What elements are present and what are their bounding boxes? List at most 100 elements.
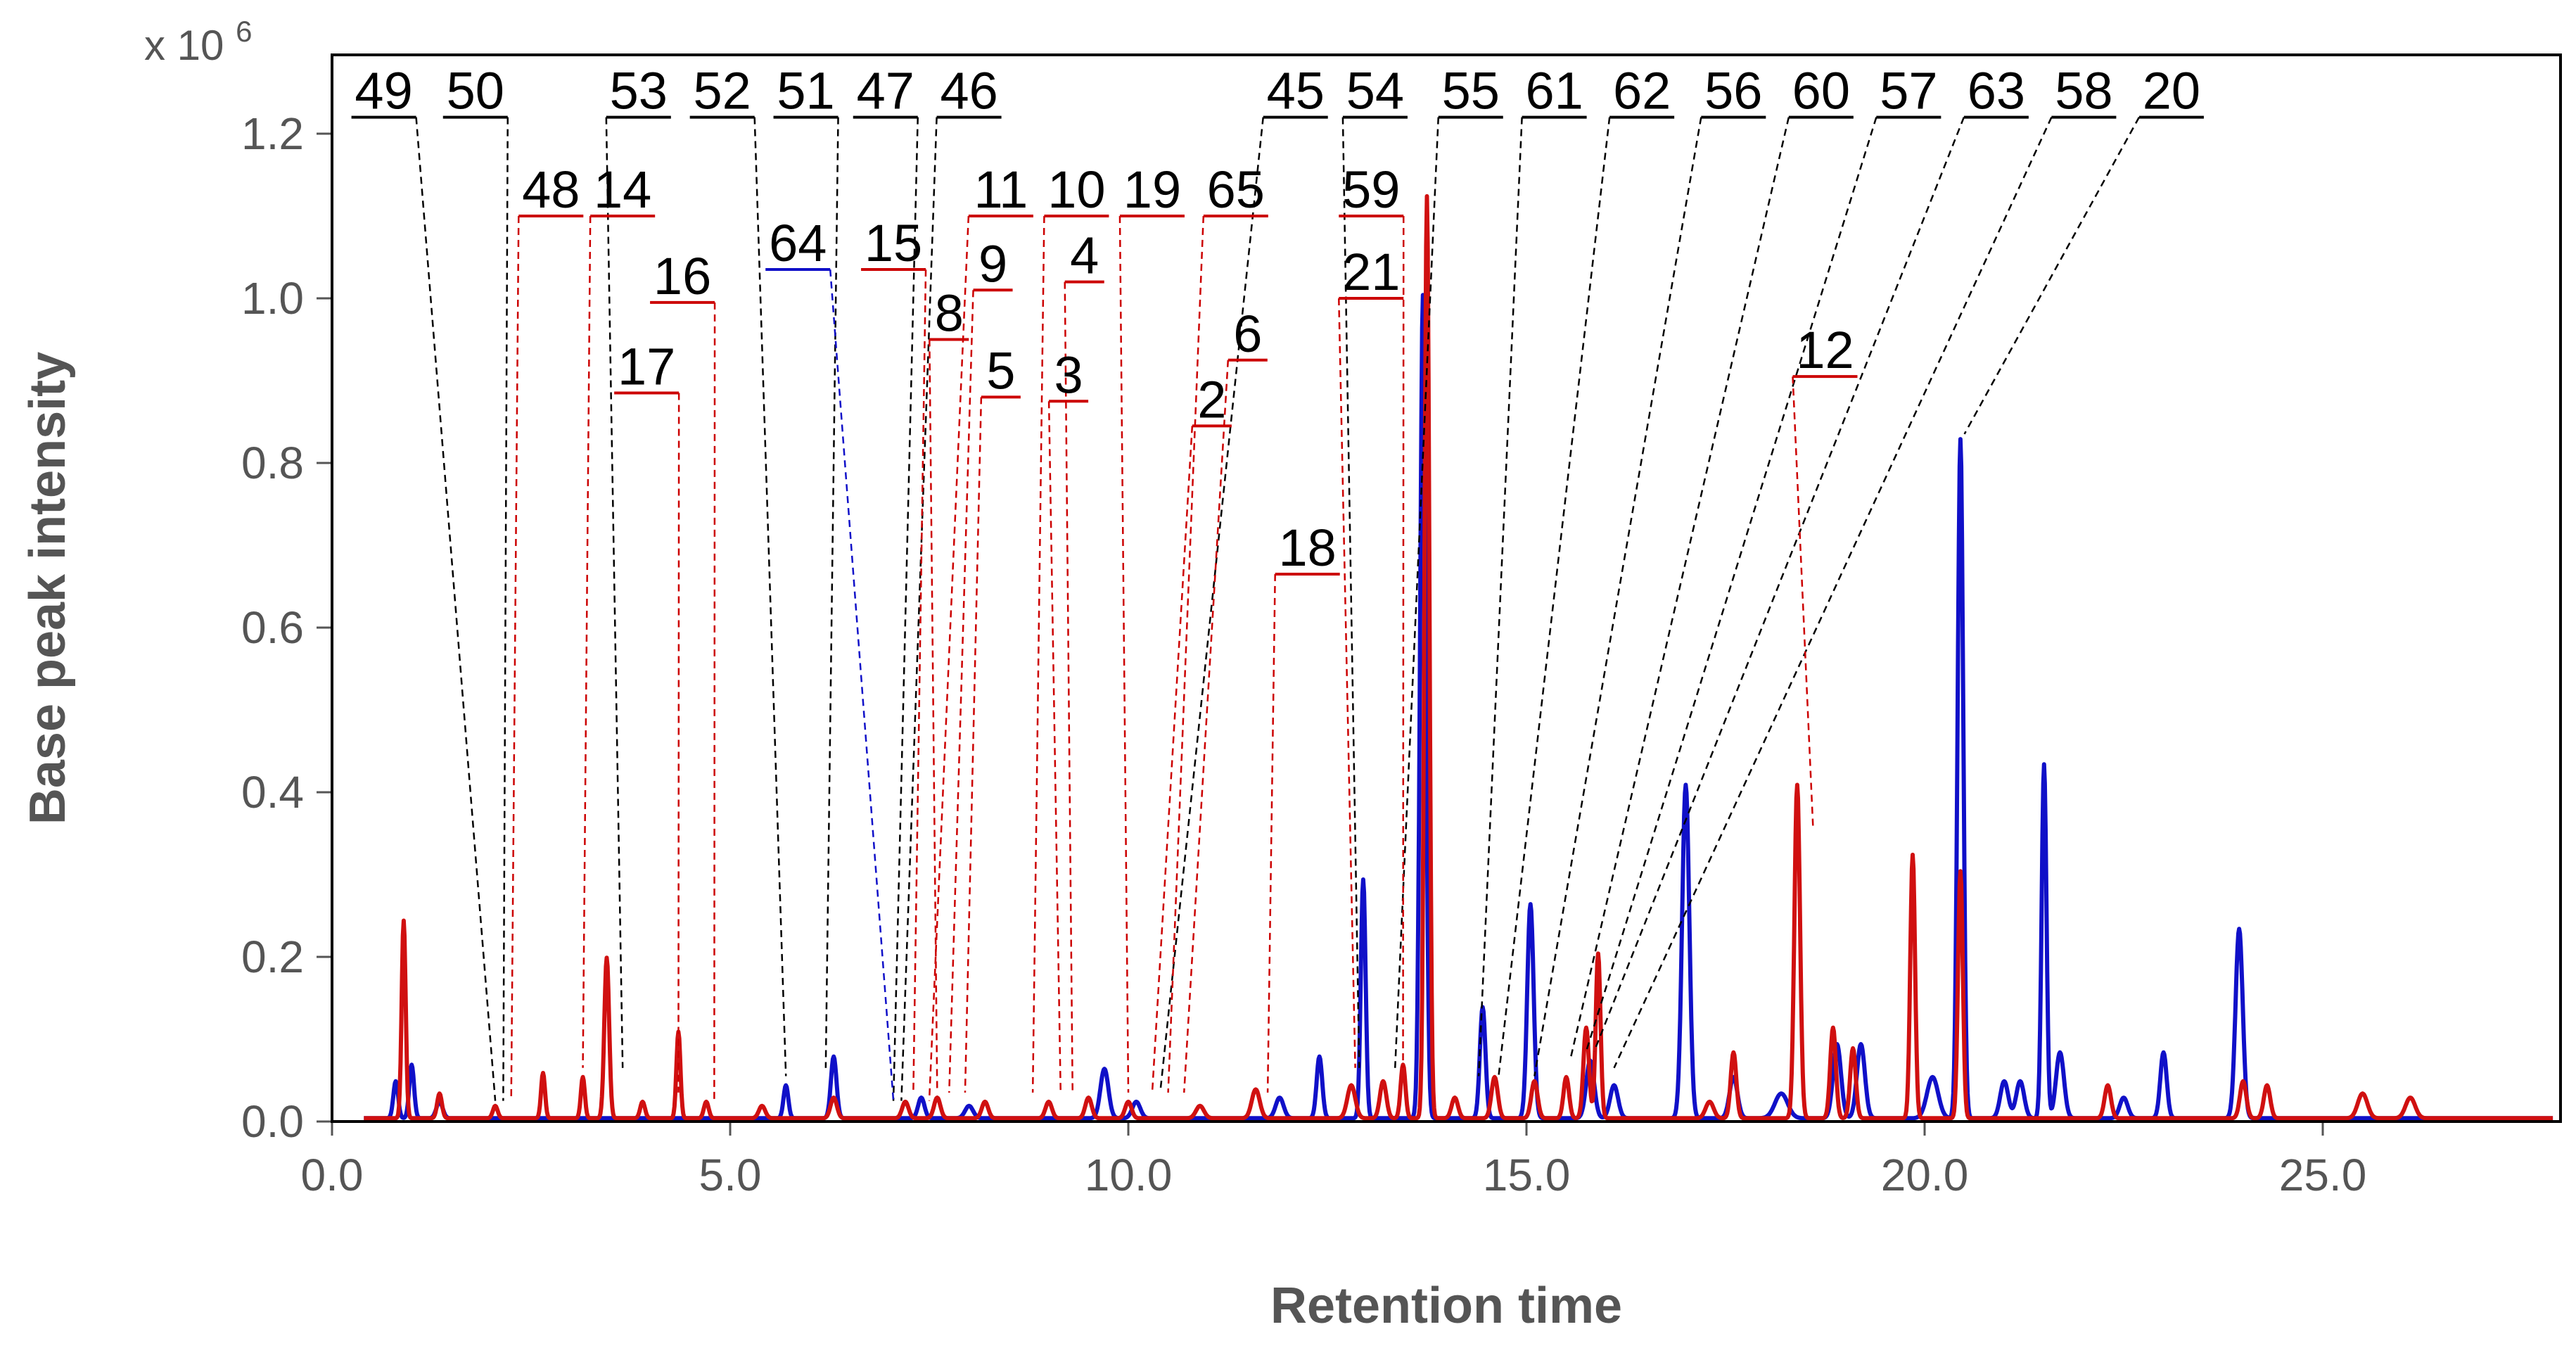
peak-label: 47 [857, 62, 914, 120]
peak-leader-line [1498, 117, 1611, 1076]
peak-label: 62 [1613, 62, 1671, 120]
peak-leader-line [582, 215, 592, 1068]
peak-annotation: 15 [861, 214, 927, 1093]
peak-annotation: 6 [1182, 305, 1268, 1093]
series-lines [362, 193, 2554, 1121]
series-line-red [362, 193, 2554, 1121]
multiplier-exponent: 6 [236, 15, 252, 48]
peak-leader-line [912, 269, 927, 1093]
peak-label: 52 [694, 62, 751, 120]
x-tick-label: 20.0 [1881, 1150, 1969, 1200]
y-tick-label: 0.4 [241, 767, 304, 818]
x-tick-label: 0.0 [301, 1150, 364, 1200]
peak-label: 58 [2055, 62, 2112, 120]
peak-annotation: 19 [1118, 160, 1185, 1093]
peak-annotation: 62 [1498, 62, 1675, 1076]
y-tick-label: 0.0 [241, 1096, 304, 1147]
peak-leader-line [1341, 117, 1360, 1068]
peak-annotation: 8 [929, 284, 969, 1093]
peak-label: 51 [777, 62, 834, 120]
peak-leader-line [1402, 215, 1405, 1068]
peak-label: 53 [610, 62, 668, 120]
peak-annotation: 18 [1266, 519, 1340, 1093]
peak-annotation: 57 [1585, 62, 1941, 1052]
peak-label: 64 [769, 214, 827, 272]
peak-leader-line [605, 117, 624, 1068]
peak-leader-line [1338, 298, 1356, 1068]
peak-leader-line [753, 117, 787, 1076]
peak-annotation: 2 [1151, 370, 1232, 1093]
peak-label: 18 [1279, 519, 1337, 577]
peak-label: 19 [1123, 160, 1181, 219]
peak-leader-line [1477, 117, 1523, 1076]
peak-leader-line [502, 117, 509, 1101]
peak-annotation: 10 [1031, 160, 1109, 1093]
peak-label: 59 [1342, 160, 1400, 219]
peak-label: 45 [1267, 62, 1325, 120]
y-tick-label: 0.2 [241, 932, 304, 982]
peak-label: 49 [355, 62, 412, 120]
peak-label: 8 [935, 284, 964, 343]
peak-annotation: 9 [948, 234, 1013, 1093]
peak-annotation: 17 [614, 338, 680, 1093]
peak-leader-line [1593, 117, 1965, 1052]
peak-annotation: 53 [605, 62, 671, 1068]
peak-label: 65 [1207, 160, 1265, 219]
peak-annotation: 16 [650, 247, 716, 1101]
peak-label: 15 [865, 214, 922, 272]
y-axis-title: Base peak intensity [20, 352, 76, 825]
axis-titles: Retention time Base peak intensity x 10 … [20, 15, 1622, 1334]
peak-label: 63 [1968, 62, 2025, 120]
peak-annotation: 51 [773, 62, 839, 1068]
peak-annotation: 63 [1593, 62, 2029, 1052]
peak-leader-line [713, 302, 716, 1101]
peak-label: 6 [1233, 305, 1262, 363]
peak-leader-line [829, 269, 895, 1101]
peak-annotation: 3 [1047, 345, 1089, 1093]
peak-label: 46 [940, 62, 997, 120]
peak-label: 55 [1442, 62, 1500, 120]
peak-label: 5 [986, 341, 1015, 400]
peak-leader-line [1394, 117, 1440, 1068]
peak-annotation: 20 [1963, 62, 2204, 435]
peak-label: 4 [1070, 227, 1099, 285]
peak-label: 9 [978, 234, 1007, 293]
peak-label: 12 [1796, 321, 1854, 379]
peak-label: 11 [974, 160, 1028, 219]
peak-leader-line [1118, 215, 1130, 1093]
peak-leader-line [948, 290, 974, 1093]
peak-annotation: 47 [853, 62, 919, 1101]
peak-annotation: 12 [1792, 321, 1858, 830]
peak-annotation: 59 [1339, 160, 1405, 1068]
peak-annotation: 4 [1064, 227, 1104, 1093]
peak-annotation: 50 [442, 62, 509, 1101]
peak-label: 60 [1792, 62, 1850, 120]
x-tick-label: 25.0 [2279, 1150, 2367, 1200]
x-axis-title: Retention time [1270, 1278, 1622, 1334]
peak-annotation: 45 [1159, 62, 1328, 1093]
peak-leader-line [1159, 117, 1264, 1093]
y-multiplier-label: x 10 6 [144, 15, 252, 69]
peak-leader-line [1534, 117, 1702, 1076]
peak-leader-line [1167, 215, 1205, 1093]
peak-annotation: 55 [1394, 62, 1503, 1068]
peak-label: 48 [522, 160, 580, 219]
peak-annotation: 21 [1338, 243, 1404, 1068]
y-tick-label: 1.2 [241, 108, 304, 159]
multiplier-prefix: x 10 [144, 22, 224, 69]
peak-leader-line [900, 117, 938, 1101]
peak-label: 50 [447, 62, 504, 120]
peak-label: 10 [1047, 160, 1105, 219]
x-tick-label: 5.0 [699, 1150, 762, 1200]
plot-frame [331, 53, 2562, 1123]
peak-leader-line [1613, 117, 2053, 1069]
peak-leader-line [1792, 376, 1814, 830]
peak-leader-line [1064, 281, 1074, 1093]
peak-leader-line [510, 215, 520, 1101]
peak-label: 61 [1525, 62, 1583, 120]
y-tick-label: 0.8 [241, 438, 304, 488]
peak-annotation: 56 [1534, 62, 1766, 1076]
peak-leader-line [824, 117, 839, 1068]
